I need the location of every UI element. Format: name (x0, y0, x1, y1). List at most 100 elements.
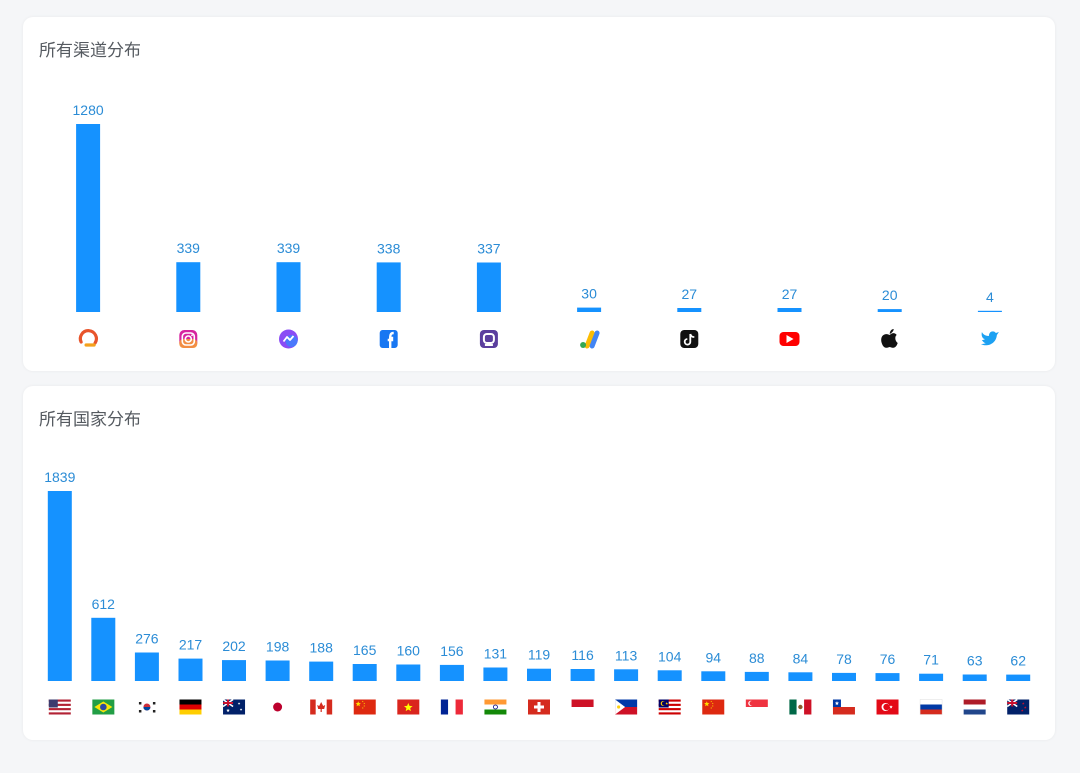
bar-nz[interactable] (1006, 674, 1031, 681)
country-distribution-title: 所有国家分布 (39, 410, 141, 429)
id-flag-icon (571, 699, 594, 715)
value-label-youtube: 27 (782, 286, 798, 302)
tiktok-icon (680, 330, 699, 348)
cn-flag-icon (353, 699, 376, 715)
value-label-au: 202 (222, 638, 246, 654)
value-label-tiktok: 27 (682, 286, 698, 302)
jp-flag-icon (266, 699, 289, 715)
cl-flag-icon (832, 699, 855, 715)
us-flag-icon (48, 699, 71, 715)
bar-nl[interactable] (962, 674, 987, 682)
facebook-icon (379, 330, 398, 348)
kr-flag-icon (135, 699, 158, 715)
value-label-mx: 84 (793, 650, 809, 666)
bar-cn[interactable] (701, 671, 726, 681)
bar-us[interactable] (47, 491, 72, 681)
value-label-de: 217 (179, 637, 203, 653)
br-flag-icon (92, 699, 115, 715)
bar-jp[interactable] (265, 660, 290, 682)
mx-flag-icon (789, 699, 812, 715)
value-label-id: 116 (571, 647, 594, 663)
value-label-ca: 188 (310, 640, 334, 656)
bar-google-ads[interactable] (577, 307, 602, 312)
value-label-my: 104 (658, 648, 682, 664)
bar-cl[interactable] (832, 672, 856, 681)
bar-appsflyer[interactable] (76, 124, 101, 312)
country-bar-chart: 1839 612 276 217 202 198 188 165 160 156 131 119 116… (44, 469, 1031, 715)
value-label-jp: 198 (266, 639, 290, 655)
tr-flag-icon (876, 699, 899, 715)
value-label-cl: 78 (836, 651, 852, 667)
bar-fr[interactable] (439, 664, 464, 681)
value-label-messenger: 339 (277, 240, 301, 256)
value-label-ch: 119 (528, 647, 551, 663)
value-label-cn: 165 (353, 642, 377, 658)
value-label-cn: 94 (706, 649, 722, 665)
bar-sg[interactable] (744, 671, 769, 681)
bar-in[interactable] (483, 667, 508, 682)
bar-tiktok[interactable] (677, 308, 702, 312)
bar-messenger[interactable] (276, 262, 301, 312)
bar-de[interactable] (178, 658, 203, 681)
ph-flag-icon (615, 699, 638, 715)
value-label-google-ads: 30 (581, 286, 597, 302)
bar-id[interactable] (570, 669, 595, 681)
value-label-sg: 88 (749, 650, 765, 666)
twitter-icon (980, 331, 999, 346)
bar-ru[interactable] (919, 673, 944, 681)
value-label-nz: 62 (1010, 653, 1026, 669)
bar-apple[interactable] (877, 309, 902, 312)
channel-distribution-card: 所有渠道分布 1280 339 339 338 337 30 27 27 20 4 (23, 17, 1055, 371)
bar-tr[interactable] (875, 673, 900, 681)
fr-flag-icon (440, 699, 463, 715)
value-label-nl: 63 (967, 653, 983, 669)
appsflyer-icon (78, 329, 98, 347)
bar-br[interactable] (91, 617, 116, 681)
channel-bar-chart: 1280 339 339 338 337 30 27 27 20 4 (73, 102, 1002, 349)
bar-mx[interactable] (788, 672, 813, 681)
value-label-twitter: 4 (986, 289, 994, 305)
value-label-facebook: 338 (377, 240, 401, 256)
in-flag-icon (484, 699, 507, 715)
value-label-kr: 276 (135, 631, 159, 647)
sg-flag-icon (745, 699, 768, 715)
bar-cn[interactable] (352, 664, 377, 681)
value-label-unknown-app: 337 (477, 241, 501, 257)
country-distribution-card: 所有国家分布 1839 612 276 217 202 198 188 165 160 156 13… (23, 386, 1055, 740)
bar-youtube[interactable] (777, 308, 802, 312)
bar-instagram[interactable] (176, 262, 201, 312)
bar-unknown-app[interactable] (476, 262, 501, 313)
bar-twitter[interactable] (977, 310, 1002, 312)
vn-flag-icon (397, 699, 420, 715)
ru-flag-icon (919, 699, 943, 715)
nz-flag-icon (1006, 698, 1030, 715)
value-label-vn: 160 (397, 643, 421, 659)
bar-my[interactable] (657, 670, 682, 681)
apple-icon (881, 329, 898, 348)
nl-flag-icon (963, 699, 986, 715)
bar-facebook[interactable] (376, 262, 401, 312)
instagram-icon (179, 330, 198, 348)
bar-kr[interactable] (134, 652, 159, 682)
bar-ca[interactable] (309, 661, 334, 681)
messenger-icon (279, 329, 298, 349)
value-label-instagram: 339 (177, 240, 201, 256)
my-flag-icon (658, 699, 681, 715)
au-flag-icon (222, 698, 246, 715)
bar-au[interactable] (222, 660, 246, 681)
bar-ph[interactable] (614, 669, 639, 681)
app-icon (479, 330, 498, 348)
de-flag-icon (179, 699, 202, 715)
value-label-ru: 71 (923, 652, 939, 668)
value-label-us: 1839 (44, 469, 75, 485)
value-label-br: 612 (92, 596, 116, 612)
youtube-icon (779, 332, 800, 346)
google-ads-icon (580, 330, 600, 349)
value-label-in: 131 (484, 646, 508, 662)
value-label-tr: 76 (880, 651, 896, 667)
value-label-ph: 113 (615, 647, 638, 663)
bar-vn[interactable] (396, 664, 421, 682)
channel-distribution-title: 所有渠道分布 (39, 41, 141, 60)
cn-flag-icon (702, 699, 725, 715)
bar-ch[interactable] (527, 668, 551, 681)
